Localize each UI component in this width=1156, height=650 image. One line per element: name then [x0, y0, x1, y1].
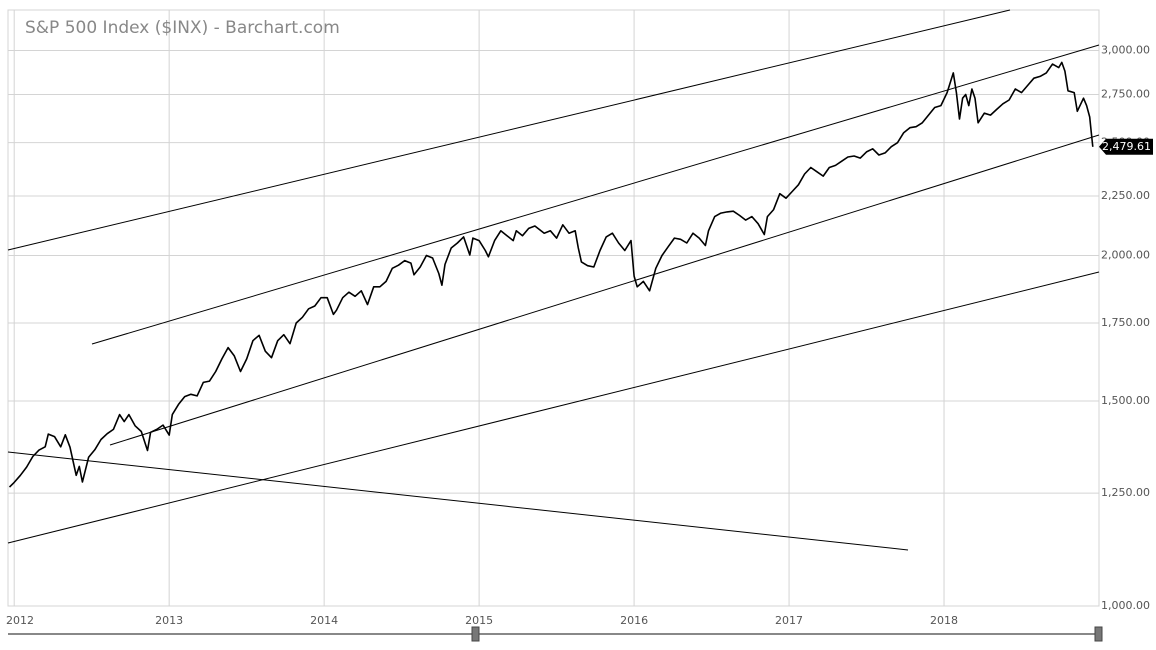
y-tick-label: 1,750.00 [1101, 316, 1150, 329]
grid [8, 10, 1099, 606]
last-price-box [1099, 138, 1153, 155]
chart-title: S&P 500 Index ($INX) - Barchart.com [25, 18, 340, 38]
y-tick-label: 1,500.00 [1101, 394, 1150, 407]
price-line [8, 61, 1094, 488]
y-tick-label: 3,000.00 [1101, 43, 1150, 56]
y-tick-label: 2,750.00 [1101, 87, 1150, 100]
plot-frame [7, 9, 1100, 607]
trend-line [109, 134, 1100, 446]
scrollbar[interactable] [8, 626, 1103, 642]
y-tick-label: 2,000.00 [1101, 249, 1150, 262]
x-tick-label: 2015 [465, 614, 493, 627]
x-tick-label: 2018 [930, 614, 958, 627]
x-tick-label: 2014 [310, 614, 338, 627]
last-price-label: 2,479.61 [1102, 140, 1151, 153]
x-tick-label: 2012 [6, 614, 34, 627]
trend-line [7, 271, 1100, 544]
x-tick-label: 2013 [155, 614, 183, 627]
trend-line [7, 9, 1011, 251]
trend-line [7, 451, 909, 551]
y-tick-label: 1,250.00 [1101, 486, 1150, 499]
scroll-handle[interactable] [1094, 626, 1103, 642]
x-tick-label: 2016 [620, 614, 648, 627]
y-tick-label: 2,250.00 [1101, 189, 1150, 202]
trend-line [91, 44, 1100, 345]
trend-lines [7, 9, 1100, 551]
y-tick-label: 1,000.00 [1101, 599, 1150, 612]
x-tick-label: 2017 [775, 614, 803, 627]
scroll-handle[interactable] [471, 626, 480, 642]
